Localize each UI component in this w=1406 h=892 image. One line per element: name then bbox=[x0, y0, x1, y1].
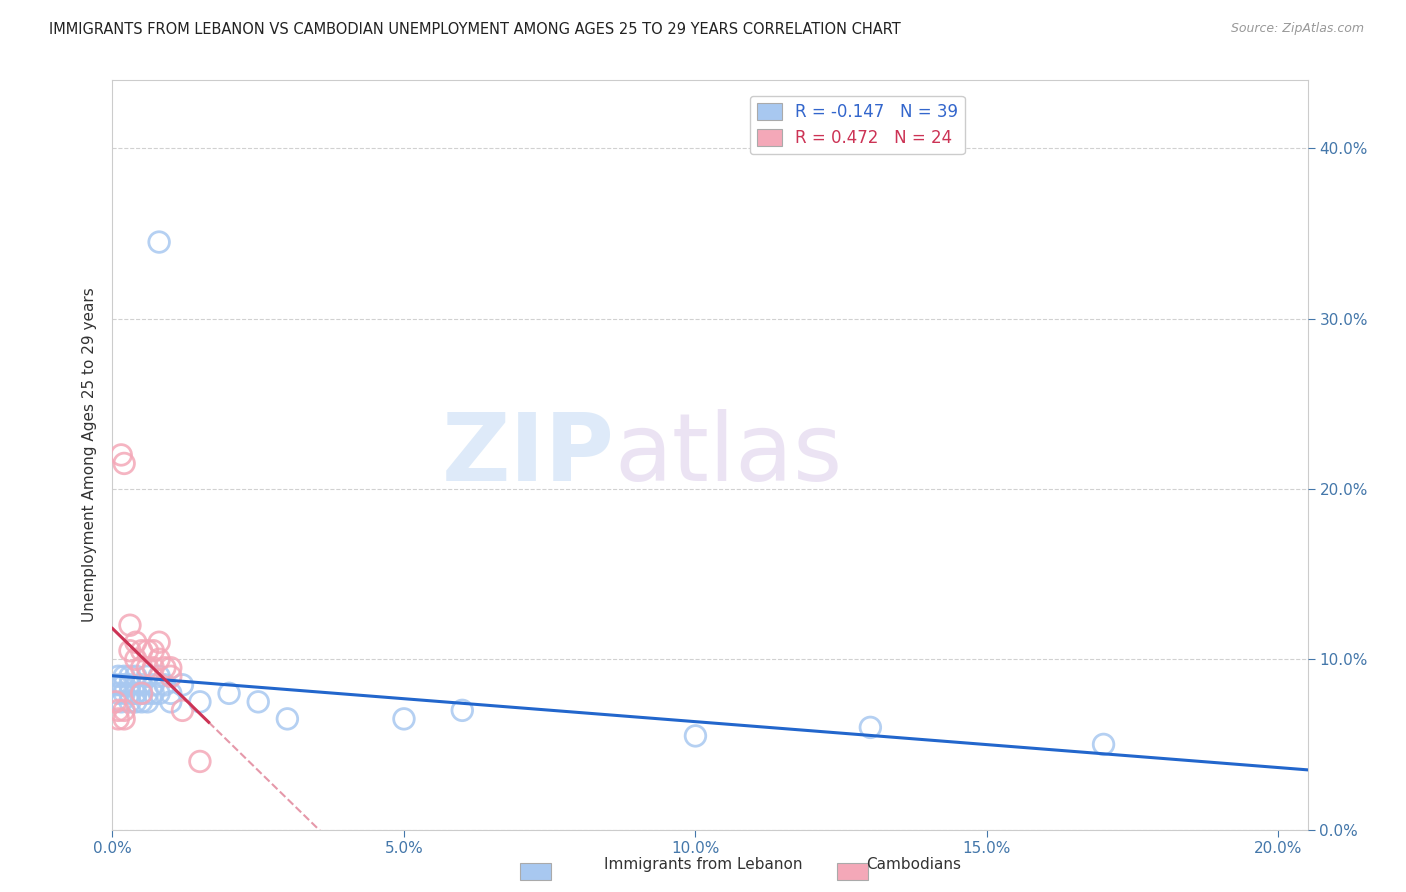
Point bbox=[104, 695, 127, 709]
Point bbox=[148, 686, 170, 700]
Point bbox=[118, 686, 141, 700]
Point bbox=[142, 661, 165, 675]
Point bbox=[118, 669, 141, 683]
Point bbox=[188, 695, 211, 709]
Point bbox=[148, 652, 170, 666]
Point bbox=[136, 661, 159, 675]
Point bbox=[112, 669, 135, 683]
Point bbox=[112, 686, 135, 700]
Point bbox=[136, 669, 159, 683]
Point bbox=[159, 695, 181, 709]
Text: ZIP: ZIP bbox=[441, 409, 614, 501]
Point bbox=[142, 644, 165, 658]
Point bbox=[107, 669, 129, 683]
Point bbox=[107, 703, 129, 717]
Point bbox=[131, 686, 153, 700]
Text: Cambodians: Cambodians bbox=[866, 857, 962, 872]
Point bbox=[218, 686, 240, 700]
Point bbox=[131, 678, 153, 692]
Point bbox=[159, 661, 181, 675]
Point bbox=[110, 695, 132, 709]
Legend: R = -0.147   N = 39, R = 0.472   N = 24: R = -0.147 N = 39, R = 0.472 N = 24 bbox=[749, 96, 965, 154]
Point bbox=[118, 644, 141, 658]
Point bbox=[392, 712, 415, 726]
Point bbox=[1092, 738, 1115, 752]
Point bbox=[131, 695, 153, 709]
Point bbox=[112, 678, 135, 692]
Point bbox=[125, 695, 148, 709]
Point bbox=[136, 644, 159, 658]
Point bbox=[247, 695, 270, 709]
Point bbox=[125, 652, 148, 666]
Point bbox=[159, 669, 181, 683]
Point bbox=[131, 686, 153, 700]
Point bbox=[107, 686, 129, 700]
Point bbox=[112, 703, 135, 717]
Point bbox=[118, 618, 141, 632]
Point bbox=[125, 686, 148, 700]
Point bbox=[131, 644, 153, 658]
Point bbox=[112, 712, 135, 726]
Text: Immigrants from Lebanon: Immigrants from Lebanon bbox=[603, 857, 803, 872]
Point bbox=[148, 635, 170, 649]
Y-axis label: Unemployment Among Ages 25 to 29 years: Unemployment Among Ages 25 to 29 years bbox=[82, 287, 97, 623]
Point bbox=[110, 448, 132, 462]
Text: Source: ZipAtlas.com: Source: ZipAtlas.com bbox=[1230, 22, 1364, 36]
Point bbox=[685, 729, 707, 743]
Point bbox=[142, 678, 165, 692]
Point bbox=[188, 755, 211, 769]
Point bbox=[107, 712, 129, 726]
Point bbox=[110, 678, 132, 692]
Point bbox=[172, 703, 194, 717]
Point bbox=[159, 686, 181, 700]
Point bbox=[136, 695, 159, 709]
Point bbox=[131, 661, 153, 675]
Point bbox=[451, 703, 474, 717]
Point bbox=[148, 669, 170, 683]
Point bbox=[125, 635, 148, 649]
Point bbox=[276, 712, 298, 726]
Point bbox=[125, 669, 148, 683]
Point bbox=[118, 695, 141, 709]
Point bbox=[136, 686, 159, 700]
Point bbox=[112, 457, 135, 471]
Point bbox=[859, 720, 882, 734]
Point bbox=[125, 686, 148, 700]
Point bbox=[153, 678, 176, 692]
Point bbox=[118, 678, 141, 692]
Point bbox=[172, 678, 194, 692]
Text: atlas: atlas bbox=[614, 409, 842, 501]
Point bbox=[104, 678, 127, 692]
Point bbox=[142, 686, 165, 700]
Point bbox=[153, 661, 176, 675]
Text: IMMIGRANTS FROM LEBANON VS CAMBODIAN UNEMPLOYMENT AMONG AGES 25 TO 29 YEARS CORR: IMMIGRANTS FROM LEBANON VS CAMBODIAN UNE… bbox=[49, 22, 901, 37]
Point bbox=[148, 235, 170, 249]
